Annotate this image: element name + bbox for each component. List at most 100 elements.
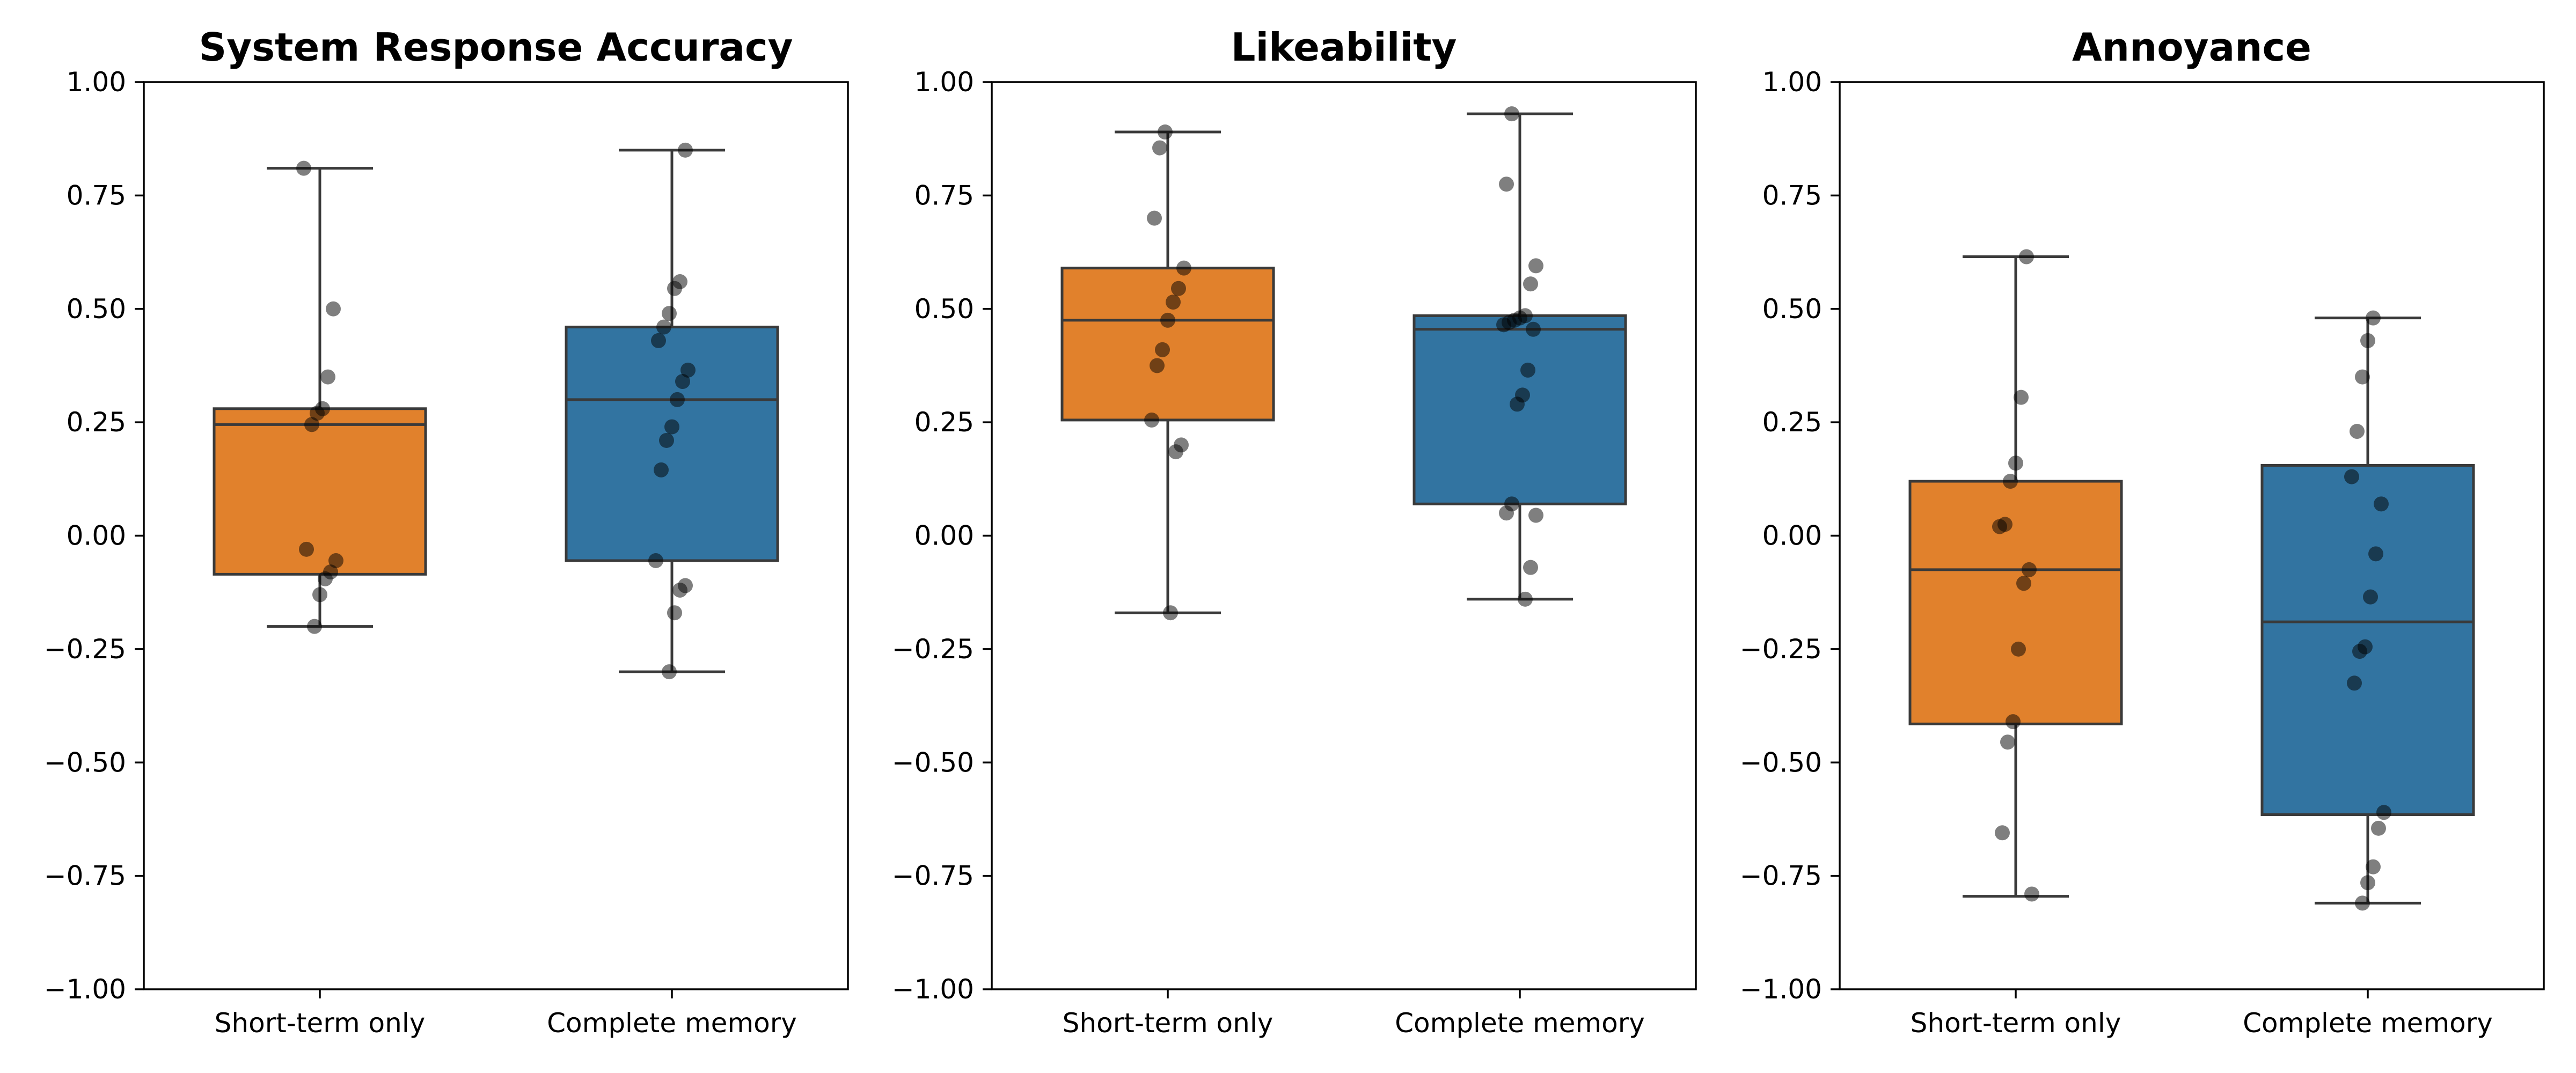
chart-panel-2: Likeability −1.00 −0.75 −0.50 −0.25 0.00 0.25 0…: [892, 25, 1697, 1039]
data-point: [1144, 412, 1159, 428]
y-tick-label: 0.50: [914, 293, 974, 325]
y-tick-label: −0.25: [1740, 634, 1822, 665]
data-point: [2000, 734, 2015, 750]
data-point: [1166, 295, 1181, 310]
data-point: [1499, 177, 1514, 192]
y-tick-label: 0.50: [67, 293, 126, 325]
y-tick-label: −0.50: [892, 747, 974, 778]
data-point: [2008, 455, 2023, 471]
data-point: [2011, 641, 2026, 657]
x-tick-label: Short-term only: [1911, 1008, 2121, 1039]
data-point: [1520, 362, 1535, 378]
data-point: [1526, 321, 1541, 337]
data-point: [1518, 591, 1533, 607]
data-point: [1163, 605, 1178, 621]
data-point: [678, 142, 693, 158]
y-tick-label: −1.00: [44, 974, 126, 1005]
axes-frame: [1839, 81, 2545, 990]
data-point: [2016, 576, 2031, 591]
data-point: [675, 374, 690, 389]
y-tick-label: 1.00: [914, 67, 974, 98]
data-point: [648, 553, 663, 569]
data-point: [664, 419, 679, 435]
data-point: [296, 160, 311, 176]
y-tick-label: 0.75: [1762, 180, 1822, 211]
y-tick-label: −0.75: [892, 861, 974, 892]
data-point: [1160, 312, 1175, 328]
data-point: [680, 362, 696, 378]
x-tick-label: Complete memory: [2243, 1008, 2493, 1039]
axes-frame: [143, 81, 849, 990]
data-point: [307, 619, 322, 634]
data-point: [1499, 505, 1514, 521]
y-tick-label: −1.00: [892, 974, 974, 1005]
data-point: [2376, 805, 2391, 820]
data-point: [1528, 258, 1543, 274]
y-tick-label: 0.25: [67, 407, 126, 438]
data-point: [2355, 369, 2370, 385]
data-point: [2352, 644, 2367, 659]
box-short-term-only: [1908, 480, 2123, 725]
axes-frame: [991, 81, 1697, 990]
data-point: [654, 462, 669, 477]
x-tick-label: Complete memory: [547, 1008, 797, 1039]
data-point: [1152, 140, 1167, 156]
data-point: [2347, 675, 2362, 691]
data-point: [2019, 249, 2034, 264]
data-point: [659, 432, 674, 448]
x-tick-label: Short-term only: [1063, 1008, 1274, 1039]
data-point: [326, 301, 341, 317]
y-tick-label: 1.00: [1762, 67, 1822, 98]
box-short-term-only: [213, 407, 427, 576]
y-tick-label: 0.00: [67, 520, 126, 552]
data-point: [2006, 714, 2021, 730]
data-point: [2022, 562, 2037, 577]
data-point: [2368, 546, 2383, 562]
data-point: [299, 541, 314, 557]
y-tick-label: −0.75: [44, 861, 126, 892]
data-point: [1155, 342, 1170, 357]
y-tick-label: −0.50: [1740, 747, 1822, 778]
data-point: [1147, 210, 1162, 226]
data-point: [1995, 825, 2010, 841]
y-tick-label: 0.50: [1762, 293, 1822, 325]
x-tick-label: Complete memory: [1395, 1008, 1645, 1039]
data-point: [2355, 895, 2370, 911]
data-point: [318, 571, 333, 586]
data-point: [1158, 124, 1173, 140]
data-point: [672, 582, 687, 598]
y-tick-label: −0.25: [892, 634, 974, 665]
data-point: [1523, 276, 1538, 292]
y-tick-label: −0.25: [44, 634, 126, 665]
data-point: [2003, 474, 2018, 489]
data-point: [662, 664, 677, 680]
data-point: [1171, 281, 1186, 296]
chart-panel-3: Annoyance −1.00 −0.75 −0.50 −0.25 0.00 0.25 0.5…: [1740, 25, 2545, 1039]
data-point: [667, 281, 682, 296]
data-point: [662, 306, 677, 321]
data-point: [2024, 886, 2039, 902]
y-tick-label: 0.25: [1762, 407, 1822, 438]
chart-panel-1: System Response Accuracy −1.00 −0.75 −0.50 −…: [44, 25, 849, 1039]
box-short-term-only: [1060, 267, 1275, 422]
data-point: [1496, 317, 1511, 333]
chart-title: Likeability: [1231, 25, 1457, 70]
data-point: [2374, 496, 2389, 512]
y-tick-label: −1.00: [1740, 974, 1822, 1005]
y-tick-label: 0.75: [914, 180, 974, 211]
data-point: [312, 587, 327, 602]
data-point: [2366, 310, 2381, 326]
data-point: [2363, 589, 2378, 605]
x-tick-label: Short-term only: [215, 1008, 426, 1039]
data-point: [320, 369, 335, 385]
y-tick-label: −0.50: [44, 747, 126, 778]
data-point: [1528, 508, 1543, 523]
y-tick-label: 1.00: [67, 67, 126, 98]
data-point: [2366, 859, 2381, 874]
data-point: [670, 392, 685, 407]
data-point: [667, 605, 682, 621]
data-point: [2014, 389, 2029, 405]
y-tick-label: −0.75: [1740, 861, 1822, 892]
data-point: [1510, 396, 1525, 412]
